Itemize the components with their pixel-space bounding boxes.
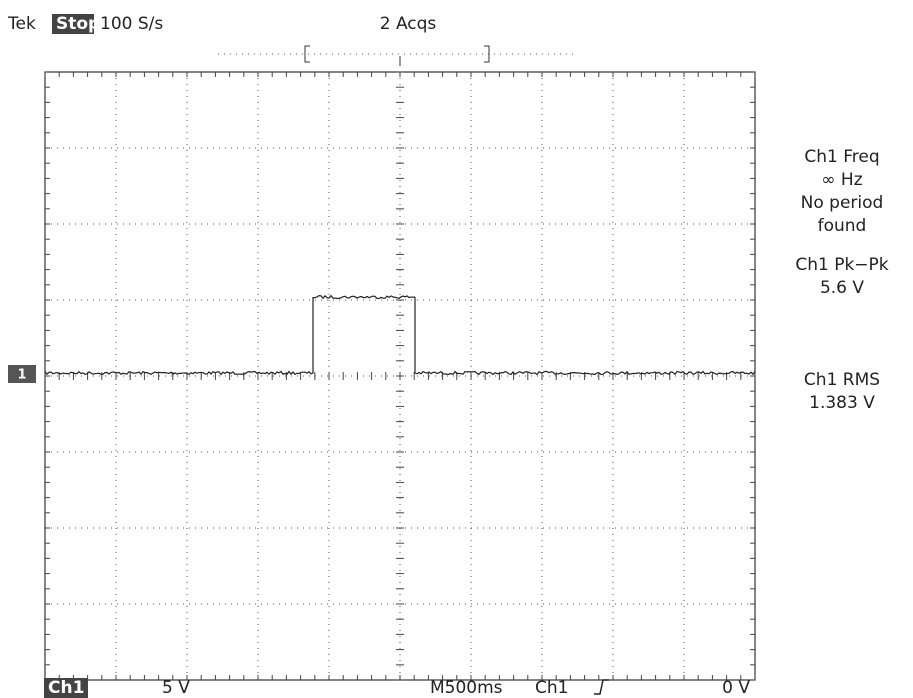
measure-value: 5.6 V <box>820 278 864 298</box>
measure-value: 1.383 V <box>809 393 875 413</box>
measure-value: No period <box>801 193 884 213</box>
state: Stop <box>56 14 100 34</box>
measure-label: Ch1 Freq <box>804 147 879 167</box>
measure-value: ∞ Hz <box>821 170 862 190</box>
acquisitions: 2 Acqs <box>380 14 437 34</box>
footer-trigger-source: Ch1 <box>535 678 568 698</box>
measurements: Ch1 Freq ∞ Hz No period found Ch1 Pk−Pk … <box>795 147 888 413</box>
measure-label: Ch1 RMS <box>804 370 880 390</box>
footer-timebase: M500ms <box>430 678 503 698</box>
channel-marker: 1 <box>17 368 26 383</box>
trace <box>44 294 756 376</box>
footer-scale: 5 V <box>162 678 190 698</box>
state-badge <box>52 14 94 34</box>
trigger-slope <box>594 679 609 695</box>
sample-rate: 100 S/s <box>100 14 163 34</box>
measure-label: Ch1 Pk−Pk <box>795 255 888 275</box>
channel-badge <box>44 678 88 698</box>
channel-marker-box <box>8 365 36 383</box>
measure-value: found <box>818 216 867 236</box>
footer-trigger-level: 0 V <box>722 678 750 698</box>
record-bracket <box>304 45 490 66</box>
brand: Tek <box>7 14 36 34</box>
footer-channel: Ch1 <box>48 678 84 698</box>
